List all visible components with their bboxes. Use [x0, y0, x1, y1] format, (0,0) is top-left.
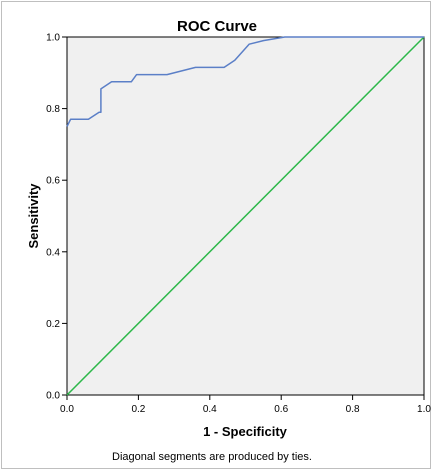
roc-curve-line	[66, 36, 424, 127]
series-layer	[66, 36, 425, 396]
footnote: Diagonal segments are produced by ties.	[112, 451, 312, 463]
y-tick-label: 0.0	[46, 391, 60, 402]
y-tick-label: 0.2	[46, 319, 60, 330]
x-tick-label: 0.6	[274, 404, 288, 415]
y-tick-label: 0.6	[46, 176, 60, 187]
x-axis-label: 1 - Specificity	[203, 424, 288, 439]
y-tick-label: 0.8	[46, 104, 60, 115]
x-tick-label: 0.2	[131, 404, 145, 415]
x-tick-label: 0.0	[60, 404, 74, 415]
y-axis-label: Sensitivity	[26, 183, 41, 249]
reference-diagonal-line	[66, 36, 425, 396]
x-tick-label: 0.4	[203, 404, 217, 415]
y-tick-label: 0.4	[46, 247, 60, 258]
x-tick-label: 0.8	[346, 404, 360, 415]
y-tick-label: 1.0	[46, 33, 60, 44]
y-axis-ticks: 0.0 0.2 0.4 0.6 0.8 1.0	[46, 33, 67, 402]
chart-title: ROC Curve	[177, 18, 257, 35]
x-axis-ticks: 0.0 0.2 0.4 0.6 0.8 1.0	[60, 395, 431, 415]
x-tick-label: 1.0	[417, 404, 431, 415]
